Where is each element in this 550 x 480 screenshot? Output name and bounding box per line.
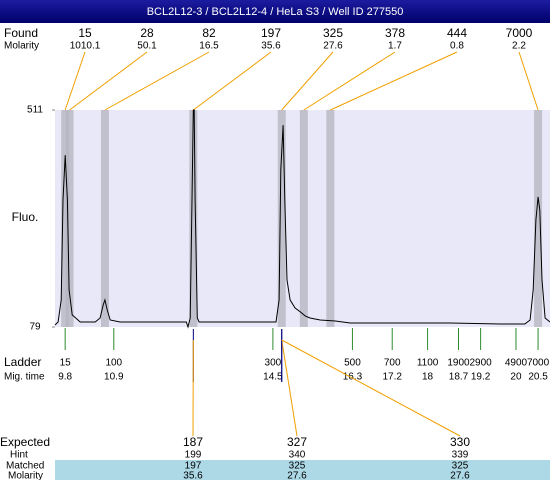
ladder-time: 17.2 (382, 372, 402, 383)
peak-band (65, 110, 74, 327)
ladder-size: 700 (384, 358, 401, 369)
hint: 340 (289, 450, 306, 461)
ladder-time: 18 (422, 372, 434, 383)
found-size: 197 (261, 26, 281, 40)
header-bar (0, 0, 550, 23)
found-molarity: 2.2 (512, 41, 526, 52)
peak-link (104, 51, 210, 111)
y-tick-label: 511 (27, 105, 43, 116)
expected-molarity: 27.6 (287, 471, 307, 480)
ladder-size: 1100 (417, 358, 439, 369)
peak-band (189, 110, 198, 327)
ladder-time: 9.8 (58, 372, 72, 383)
peak-band (326, 110, 335, 327)
matched: 325 (452, 461, 469, 472)
found-size: 325 (323, 26, 343, 40)
expected-molarity: 35.6 (183, 471, 203, 480)
ladder-size: 7000 (527, 358, 550, 369)
ladder-time: 16.3 (343, 372, 363, 383)
peak-link (69, 51, 148, 111)
found-size: 82 (202, 26, 216, 40)
ladder-size: 300 (265, 358, 282, 369)
y-axis-label: Fluo. (12, 210, 39, 224)
expected-label: Expected (0, 435, 50, 449)
peak-link (518, 51, 539, 111)
molarity-label: Molarity (8, 471, 43, 480)
ladder-size: 1900 (447, 358, 470, 369)
matched: 325 (289, 461, 306, 472)
ladder-time: 19.2 (471, 372, 491, 383)
found-size: 28 (140, 26, 154, 40)
found-size: 444 (447, 26, 467, 40)
ladder-label: Ladder (4, 355, 41, 369)
expected-size: 187 (183, 435, 203, 449)
peak-link (330, 51, 458, 111)
ladder-size: 4900 (505, 358, 528, 369)
peak-band (61, 110, 70, 327)
match-link (281, 339, 461, 437)
peak-link (64, 51, 86, 111)
found-molarity: 50.1 (137, 41, 157, 52)
ladder-time: 14.5 (263, 372, 283, 383)
found-molarity: 0.8 (450, 41, 464, 52)
peak-band (100, 110, 109, 327)
peak-band (277, 110, 286, 327)
ladder-time-label: Mig. time (4, 372, 45, 383)
ladder-size: 15 (60, 358, 72, 369)
matched-row-bg (55, 460, 550, 480)
peak-link (303, 51, 396, 111)
peak-band (299, 110, 308, 327)
ladder-time: 18.7 (449, 372, 469, 383)
ladder-time: 10.9 (104, 372, 124, 383)
matched-label: Matched (6, 461, 44, 472)
found-molarity: 27.6 (323, 41, 343, 52)
expected-size: 327 (287, 435, 307, 449)
ladder-size: 500 (344, 358, 361, 369)
peak-band (534, 110, 543, 327)
found-molarity: 1010.1 (70, 41, 101, 52)
found-molarity: 35.6 (261, 41, 281, 52)
found-size: 15 (78, 26, 92, 40)
matched: 197 (185, 461, 202, 472)
expected-size: 330 (450, 435, 470, 449)
header-title: BCL2L12-3 / BCL2L12-4 / HeLa S3 / Well I… (147, 6, 404, 18)
peak-link (281, 51, 334, 111)
y-tick-label: 79 (29, 322, 41, 333)
match-link (281, 339, 298, 437)
hint: 199 (185, 450, 202, 461)
found-molarity-label: Molarity (4, 41, 39, 52)
ladder-size: 100 (105, 358, 122, 369)
hint: 339 (452, 450, 469, 461)
found-size: 378 (385, 26, 405, 40)
peak-link (193, 51, 272, 111)
ladder-time: 20 (510, 372, 522, 383)
found-label: Found (4, 26, 38, 40)
found-molarity: 16.5 (199, 41, 219, 52)
trace (54, 109, 550, 329)
ladder-size: 2900 (469, 358, 492, 369)
ladder-time: 20.5 (528, 372, 548, 383)
expected-molarity: 27.6 (450, 471, 470, 480)
found-molarity: 1.7 (388, 41, 402, 52)
hint-label: Hint (10, 450, 28, 461)
found-size: 7000 (506, 26, 533, 40)
